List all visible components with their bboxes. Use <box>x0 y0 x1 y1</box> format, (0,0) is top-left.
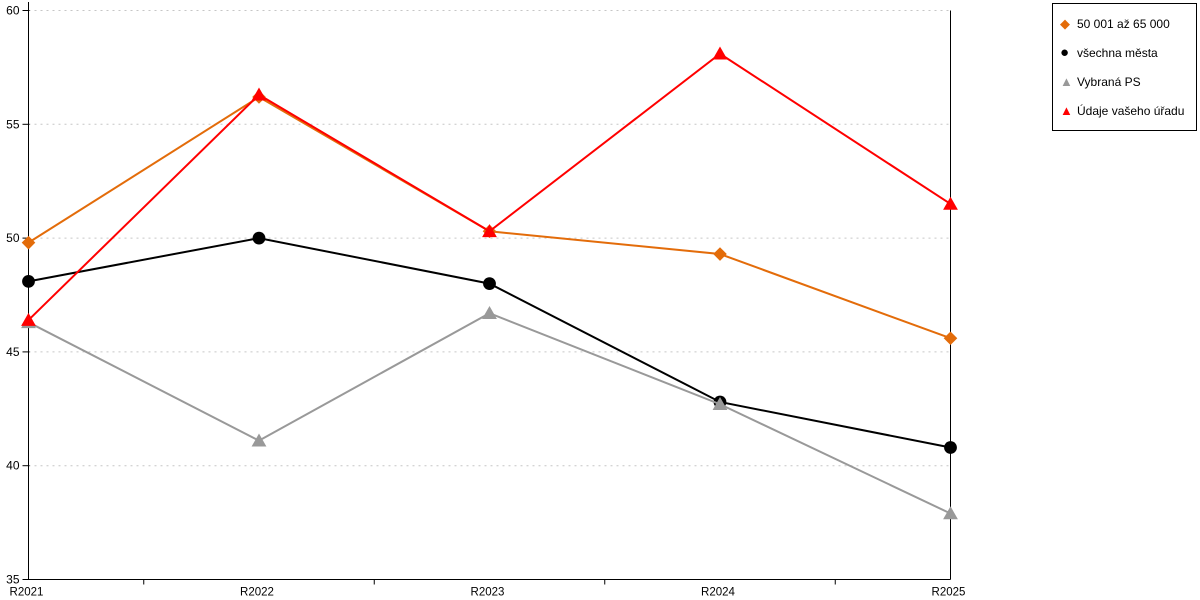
y-tick-label: 40 <box>6 459 20 473</box>
triangle-marker-icon <box>482 306 497 320</box>
x-tick-label: R2025 <box>932 587 966 599</box>
triangle-marker-icon <box>712 46 728 60</box>
triangle-marker-icon <box>482 224 497 238</box>
x-tick-label: R2021 <box>10 587 44 599</box>
x-tick-label: R2022 <box>240 587 274 599</box>
circle-marker-icon <box>22 274 35 288</box>
circle-marker-icon <box>483 277 496 291</box>
x-tick-label: R2023 <box>471 587 505 599</box>
triangle-marker-icon <box>251 87 267 101</box>
legend-label: Údaje vašeho úřadu <box>1077 103 1185 118</box>
triangle-marker-icon <box>712 397 728 411</box>
circle-marker-icon <box>252 231 266 245</box>
triangle-marker-icon <box>943 196 958 210</box>
diamond-marker-icon <box>21 235 36 250</box>
series-2 <box>21 306 958 520</box>
legend-item: ▲ Vybraná PS <box>1060 67 1196 96</box>
y-tick-label: 60 <box>6 4 20 18</box>
y-tick-label: 35 <box>6 573 20 587</box>
legend-label: všechna města <box>1077 45 1158 60</box>
x-tick-label: R2024 <box>701 587 735 599</box>
y-tick-label: 45 <box>6 345 20 359</box>
diamond-marker-icon <box>713 247 727 261</box>
y-tick-label: 55 <box>6 117 20 131</box>
legend-item: ◆ 50 001 až 65 000 <box>1060 9 1196 38</box>
legend-item: ▲ Údaje vašeho úřadu <box>1060 96 1196 125</box>
y-tick-label: 50 <box>6 231 20 245</box>
triangle-marker-icon <box>251 433 267 447</box>
triangle-marker-icon <box>943 506 958 520</box>
triangle-marker-icon <box>21 312 36 326</box>
circle-marker-icon: ● <box>1060 44 1070 61</box>
legend-label: 50 001 až 65 000 <box>1077 16 1170 31</box>
x-axis: R2021 R2022 R2023 R2024 R2025 <box>10 579 966 599</box>
gridlines <box>28 10 951 467</box>
diamond-marker-icon: ◆ <box>1060 16 1070 31</box>
legend-item: ● všechna města <box>1060 38 1196 67</box>
legend-label: Vybraná PS <box>1077 74 1141 89</box>
diamond-marker-icon <box>943 331 958 346</box>
triangle-marker-icon: ▲ <box>1060 74 1073 89</box>
series-1 <box>22 231 957 454</box>
series-3 <box>21 46 958 326</box>
y-axis: 35 40 45 50 55 60 <box>6 2 951 587</box>
legend: ◆ 50 001 až 65 000 ● všechna města ▲ Vyb… <box>1052 3 1197 131</box>
triangle-marker-icon: ▲ <box>1060 103 1073 118</box>
circle-marker-icon <box>944 441 957 454</box>
